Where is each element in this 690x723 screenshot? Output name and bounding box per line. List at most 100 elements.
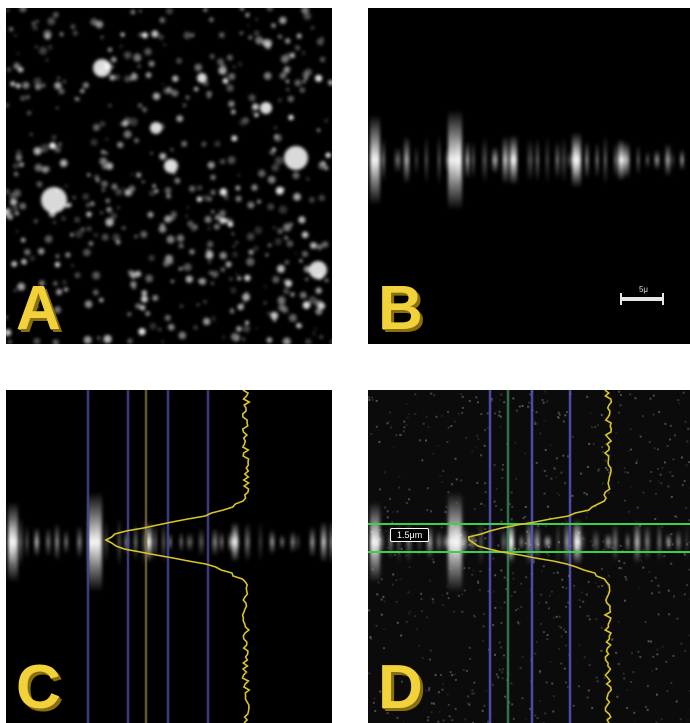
noise-pixel <box>426 487 429 490</box>
streak <box>180 532 183 552</box>
speckle <box>130 281 137 288</box>
noise-pixel <box>454 678 457 681</box>
noise-pixel <box>538 602 541 604</box>
streak <box>228 531 233 553</box>
noise-pixel <box>604 459 607 462</box>
bright-streak <box>448 110 462 210</box>
streak <box>425 136 428 184</box>
noise-pixel <box>668 613 671 616</box>
speckle <box>246 257 255 266</box>
speckle <box>271 23 276 28</box>
noise-pixel <box>396 510 399 513</box>
noise-pixel <box>501 677 504 680</box>
speckle <box>99 157 108 166</box>
streak-band <box>370 492 688 592</box>
streak <box>395 147 401 173</box>
noise-pixel <box>493 464 496 466</box>
speckle <box>163 43 167 47</box>
noise-pixel <box>425 439 427 442</box>
speckle <box>265 253 269 257</box>
noise-pixel <box>416 628 418 631</box>
noise-pixel <box>375 399 378 402</box>
noise-pixel <box>515 409 518 412</box>
noise-pixel <box>371 396 374 399</box>
speckle <box>111 183 118 190</box>
speckle <box>74 216 80 223</box>
speckle <box>304 68 312 76</box>
speckle <box>163 260 170 267</box>
noise-pixel <box>627 510 630 513</box>
noise-pixel <box>380 613 383 616</box>
noise-pixel <box>534 714 537 717</box>
speckle <box>271 147 276 152</box>
speckle <box>105 137 109 141</box>
streak <box>658 523 661 561</box>
noise-pixel <box>503 601 506 604</box>
speckle <box>99 121 106 127</box>
noise-pixel <box>406 416 409 419</box>
speckle <box>139 9 142 13</box>
speckle <box>299 259 303 263</box>
speckle <box>13 62 21 70</box>
noise-pixel <box>427 716 430 719</box>
noise-pixel <box>670 495 673 498</box>
speckle <box>229 277 233 281</box>
noise-pixel <box>534 652 537 655</box>
noise-pixel <box>544 390 547 393</box>
streak <box>154 523 157 561</box>
noise-pixel <box>553 467 556 470</box>
speckle <box>279 16 287 25</box>
speckle <box>271 152 275 156</box>
noise-pixel <box>473 692 476 695</box>
noise-pixel <box>564 414 567 417</box>
noise-pixel <box>652 413 655 416</box>
speckle <box>183 263 192 272</box>
speckle <box>209 54 215 59</box>
speckle <box>56 106 59 110</box>
streak <box>593 529 599 555</box>
noise-pixel <box>533 420 536 423</box>
streak <box>564 518 570 566</box>
streak <box>534 525 540 559</box>
streak-band <box>8 492 332 592</box>
noise-pixel <box>474 539 477 542</box>
speckle <box>305 338 312 344</box>
speckle <box>181 266 185 270</box>
bright-speckle <box>93 59 111 77</box>
speckle <box>82 193 89 200</box>
noise-pixel <box>407 591 410 594</box>
bright-speckle <box>260 102 272 114</box>
noise-pixel <box>619 544 622 547</box>
speckle <box>135 303 141 309</box>
noise-pixel <box>517 607 520 610</box>
noise-pixel <box>480 413 483 415</box>
speckle <box>196 196 203 202</box>
streak <box>321 521 327 563</box>
noise-pixel <box>383 471 386 474</box>
speckle <box>20 237 26 243</box>
speckle <box>204 215 212 224</box>
speckle <box>238 62 242 66</box>
noise-pixel <box>399 434 402 436</box>
speckle <box>285 38 291 44</box>
speckle <box>122 226 126 230</box>
speckle <box>47 45 53 50</box>
speckle <box>13 289 17 292</box>
streak <box>212 527 218 557</box>
noise-pixel <box>501 671 504 674</box>
speckle <box>263 72 272 80</box>
noise-pixel <box>446 441 449 443</box>
noise-pixel <box>386 422 389 425</box>
speckle <box>204 300 207 304</box>
noise-pixel <box>484 491 487 494</box>
speckle <box>99 297 104 303</box>
noise-pixel <box>630 652 633 655</box>
noise-pixel <box>484 528 487 530</box>
speckle <box>301 8 309 14</box>
speckle <box>159 17 166 24</box>
noise-pixel <box>600 626 603 629</box>
noise-pixel <box>561 578 564 581</box>
noise-pixel <box>644 620 647 623</box>
noise-pixel <box>565 681 567 684</box>
noise-pixel <box>432 601 435 604</box>
